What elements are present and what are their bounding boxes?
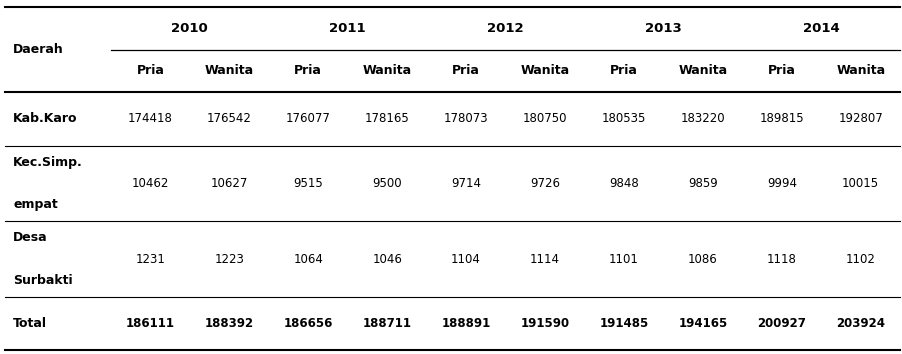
Text: Wanita: Wanita [205, 64, 253, 77]
Text: 1118: 1118 [767, 252, 796, 266]
Text: Surbakti: Surbakti [13, 274, 73, 287]
Text: 192807: 192807 [838, 112, 883, 125]
Text: 9714: 9714 [451, 177, 481, 190]
Text: 203924: 203924 [836, 317, 885, 330]
Text: 186656: 186656 [283, 317, 333, 330]
Text: 178073: 178073 [444, 112, 488, 125]
Text: 180535: 180535 [602, 112, 646, 125]
Text: Wanita: Wanita [836, 64, 885, 77]
Text: 194165: 194165 [678, 317, 728, 330]
Text: Total: Total [13, 317, 47, 330]
Text: 2010: 2010 [171, 22, 208, 35]
Text: empat: empat [13, 198, 58, 211]
Text: Kec.Simp.: Kec.Simp. [13, 156, 83, 169]
Text: 191590: 191590 [520, 317, 569, 330]
Text: 2013: 2013 [645, 22, 682, 35]
Text: 188891: 188891 [441, 317, 491, 330]
Text: 9726: 9726 [530, 177, 560, 190]
Text: Desa: Desa [13, 232, 48, 244]
Text: 10627: 10627 [211, 177, 248, 190]
Text: 9859: 9859 [688, 177, 718, 190]
Text: 176077: 176077 [286, 112, 331, 125]
Text: Wanita: Wanita [678, 64, 727, 77]
Text: 1104: 1104 [451, 252, 481, 266]
Text: Pria: Pria [452, 64, 480, 77]
Text: 200927: 200927 [758, 317, 806, 330]
Text: 183220: 183220 [681, 112, 725, 125]
Text: 1114: 1114 [530, 252, 560, 266]
Text: 174418: 174418 [128, 112, 173, 125]
Text: 176542: 176542 [207, 112, 252, 125]
Text: 1046: 1046 [373, 252, 402, 266]
Text: 10462: 10462 [132, 177, 169, 190]
Text: 9500: 9500 [373, 177, 402, 190]
Text: 186111: 186111 [126, 317, 175, 330]
Text: Pria: Pria [294, 64, 322, 77]
Text: 9515: 9515 [293, 177, 323, 190]
Text: 188392: 188392 [205, 317, 253, 330]
Text: 1223: 1223 [215, 252, 244, 266]
Text: 1231: 1231 [135, 252, 165, 266]
Text: Wanita: Wanita [363, 64, 411, 77]
Text: Kab.Karo: Kab.Karo [13, 112, 78, 125]
Text: Pria: Pria [136, 64, 164, 77]
Text: 2014: 2014 [803, 22, 840, 35]
Text: 9994: 9994 [767, 177, 796, 190]
Text: 9848: 9848 [609, 177, 639, 190]
Text: 191485: 191485 [599, 317, 649, 330]
Text: 188711: 188711 [363, 317, 411, 330]
Text: 2012: 2012 [487, 22, 524, 35]
Text: 180750: 180750 [523, 112, 567, 125]
Text: 10015: 10015 [842, 177, 879, 190]
Text: 1086: 1086 [688, 252, 718, 266]
Text: 1064: 1064 [293, 252, 323, 266]
Text: 1101: 1101 [609, 252, 639, 266]
Text: 1102: 1102 [846, 252, 876, 266]
Text: Pria: Pria [768, 64, 796, 77]
Text: Wanita: Wanita [520, 64, 569, 77]
Text: 2011: 2011 [329, 22, 366, 35]
Text: Daerah: Daerah [13, 43, 64, 56]
Text: Pria: Pria [610, 64, 638, 77]
Text: 189815: 189815 [759, 112, 804, 125]
Text: 178165: 178165 [364, 112, 410, 125]
